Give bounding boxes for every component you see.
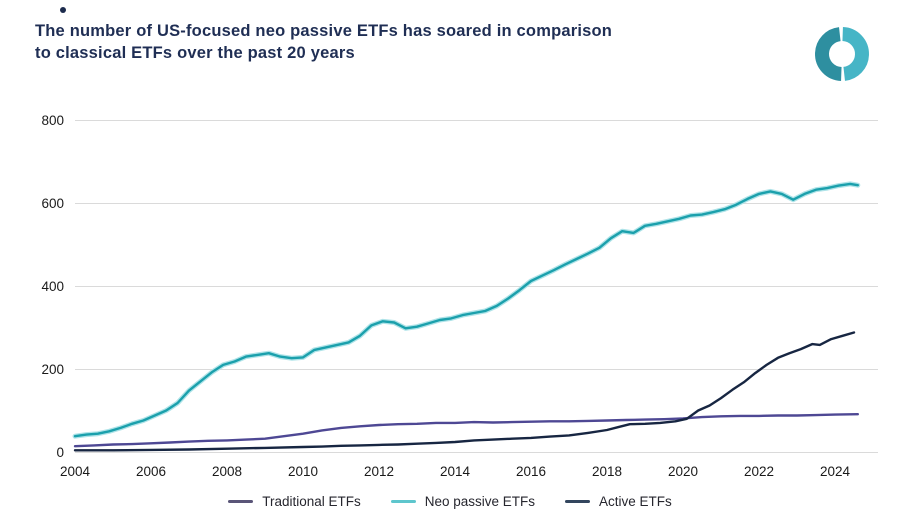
y-tick-label-0: 0 — [56, 445, 64, 460]
chart-title: The number of US-focused neo passive ETF… — [35, 20, 612, 64]
legend-label: Neo passive ETFs — [424, 494, 536, 509]
y-tick-label-600: 600 — [41, 196, 64, 211]
y-tick-label-200: 200 — [41, 362, 64, 377]
x-tick-label-2004: 2004 — [60, 464, 91, 479]
x-tick-label-2010: 2010 — [288, 464, 318, 479]
series-line-0 — [73, 413, 859, 448]
x-tick-label-2018: 2018 — [592, 464, 622, 479]
chart-legend: Traditional ETFs Neo passive ETFs Active E… — [0, 494, 900, 509]
legend-item-1: Neo passive ETFs — [390, 494, 536, 509]
y-tick-label-800: 800 — [41, 113, 64, 128]
line-chart: 0 200 400 600 800 2004 2006 2008 2010 2012 2014 201… — [41, 113, 878, 479]
legend-swatch-icon — [565, 500, 591, 503]
series-line-1 — [73, 182, 859, 438]
series-halo-1 — [72, 181, 861, 439]
chart-title-line2: to classical ETFs over the past 20 years — [35, 44, 355, 62]
x-tick-label-2012: 2012 — [364, 464, 394, 479]
x-tick-label-2014: 2014 — [440, 464, 471, 479]
x-tick-label-2022: 2022 — [744, 464, 774, 479]
y-tick-label-400: 400 — [41, 279, 64, 294]
chart-title-line1: The number of US-focused neo passive ETF… — [35, 22, 613, 40]
legend-label: Traditional ETFs — [262, 494, 361, 509]
x-tick-label-2024: 2024 — [820, 464, 851, 479]
series-line-2 — [73, 331, 856, 452]
split-donut-icon — [815, 27, 869, 81]
x-tick-label-2008: 2008 — [212, 464, 242, 479]
company-logo — [812, 24, 872, 84]
legend-swatch-icon — [390, 500, 416, 503]
bullet-dot — [60, 7, 66, 13]
legend-label: Active ETFs — [599, 494, 672, 509]
legend-item-0: Traditional ETFs — [228, 494, 361, 509]
x-tick-label-2016: 2016 — [516, 464, 546, 479]
x-tick-label-2020: 2020 — [668, 464, 698, 479]
x-tick-label-2006: 2006 — [136, 464, 166, 479]
legend-item-2: Active ETFs — [565, 494, 672, 509]
legend-swatch-icon — [228, 500, 254, 503]
